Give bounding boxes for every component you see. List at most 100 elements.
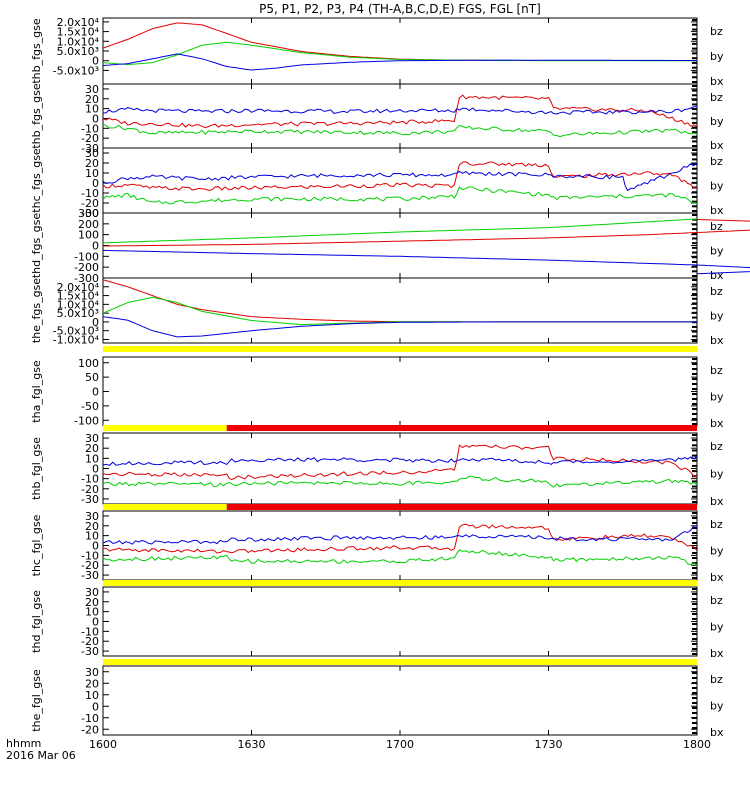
y-axis-label: the_fgl_gse <box>30 669 43 732</box>
legend-bx: bx <box>710 571 724 584</box>
y-tick-label: 5.0x10³ <box>57 307 99 320</box>
y-axis-label: thc_fgl_gse <box>30 514 43 576</box>
y-tick-label: 1.0x10⁴ <box>57 35 100 48</box>
y-tick-label: -30 <box>81 569 99 582</box>
panel-the_fgs_gse: 2.0x10⁴1.5x10⁴1.0x10⁴5.0x10³0-5.0x10³-1.… <box>30 277 724 347</box>
y-axis-label: thd_fgl_gse <box>30 590 43 653</box>
y-tick-label: 1.5x10⁴ <box>57 26 100 39</box>
legend-bz: bz <box>710 91 723 104</box>
y-axis-label: thb_fgl_gse <box>30 437 43 500</box>
legend-bz: bz <box>710 285 723 298</box>
legend-bx: bx <box>710 647 724 660</box>
y-tick-label: -10 <box>81 187 99 200</box>
flag-bar-yellow <box>103 425 227 431</box>
y-tick-label: 2.0x10⁴ <box>57 16 100 29</box>
legend-by: by <box>710 468 724 481</box>
legend-by: by <box>710 245 724 258</box>
y-tick-label: -20 <box>81 483 99 496</box>
panel-frame <box>102 83 698 149</box>
y-tick-label: -5.0x10³ <box>53 64 99 77</box>
y-tick-label: 20 <box>85 93 99 106</box>
y-tick-label: 0 <box>92 177 99 190</box>
series-bz <box>102 161 698 191</box>
series-bx <box>103 106 698 115</box>
y-tick-label: 20 <box>85 677 99 690</box>
panel-frame <box>102 17 698 85</box>
flag-bar-yellow <box>103 346 697 352</box>
legend-bz: bz <box>710 673 723 686</box>
y-tick-label: -30 <box>81 493 99 506</box>
y-tick-label: 10 <box>85 167 99 180</box>
legend-bz: bz <box>710 25 723 38</box>
y-tick-label: 0 <box>92 386 99 399</box>
y-tick-label: 0 <box>92 316 99 329</box>
y-tick-label: -20 <box>81 132 99 145</box>
series-bx <box>102 455 698 466</box>
legend-bx: bx <box>710 726 724 739</box>
flag-bar-yellow <box>103 580 697 586</box>
legend-bx: bx <box>710 75 724 88</box>
y-tick-label: 100 <box>78 229 99 242</box>
y-tick-label: -10 <box>81 625 99 638</box>
flag-bar-yellow <box>103 659 697 665</box>
flag-bar-yellow <box>103 504 227 510</box>
panel-frame <box>102 356 698 427</box>
panel-frame <box>102 665 698 736</box>
flag-bar-red <box>226 504 697 510</box>
series-by <box>102 296 697 326</box>
y-tick-label: 100 <box>78 357 99 370</box>
series-by <box>102 549 698 566</box>
legend-bz: bz <box>710 364 723 377</box>
y-tick-label: -100 <box>74 414 99 427</box>
y-tick-label: 20 <box>85 157 99 170</box>
y-tick-label: 10 <box>85 689 99 702</box>
y-tick-label: 0 <box>92 112 99 125</box>
y-tick-label: 20 <box>85 520 99 533</box>
legend-bx: bx <box>710 139 724 152</box>
x-tick-label: 1600 <box>89 738 117 751</box>
legend-bz: bz <box>710 440 723 453</box>
series-bx <box>102 53 697 71</box>
legend-by: by <box>710 621 724 634</box>
date-label: 2016 Mar 06 <box>6 749 76 762</box>
series-bz <box>102 279 697 323</box>
y-tick-label: 10 <box>85 103 99 116</box>
y-tick-label: 50 <box>85 371 99 384</box>
y-tick-label: 20 <box>85 442 99 455</box>
y-tick-label: 5.0x10³ <box>57 45 99 58</box>
y-axis-label: thc_fgs_gse <box>30 148 43 213</box>
y-axis-label: thb_fgs_gse <box>30 83 43 149</box>
y-axis-label: the_fgs_gse <box>30 278 43 343</box>
y-tick-label: 30 <box>85 147 99 160</box>
y-tick-label: 200 <box>78 218 99 231</box>
y-tick-label: -30 <box>81 645 99 658</box>
legend-bz: bz <box>710 220 723 233</box>
legend-by: by <box>710 391 724 404</box>
y-tick-label: -1.0x10⁴ <box>53 333 100 346</box>
y-tick-label: 30 <box>85 83 99 96</box>
y-tick-label: 30 <box>85 666 99 679</box>
series-bz <box>102 523 698 554</box>
series-by <box>102 41 697 66</box>
legend-by: by <box>710 545 724 558</box>
series-bx <box>102 316 697 338</box>
panel-frame <box>102 586 698 657</box>
y-tick-label: -200 <box>74 261 99 274</box>
y-tick-label: -20 <box>81 559 99 572</box>
y-tick-label: -30 <box>81 207 99 220</box>
series-bz <box>102 94 698 129</box>
y-tick-label: -10 <box>81 712 99 725</box>
y-tick-label: 10 <box>85 452 99 465</box>
y-tick-label: -100 <box>74 250 99 263</box>
y-tick-label: 1.5x10⁴ <box>57 290 100 303</box>
y-tick-label: 10 <box>85 606 99 619</box>
